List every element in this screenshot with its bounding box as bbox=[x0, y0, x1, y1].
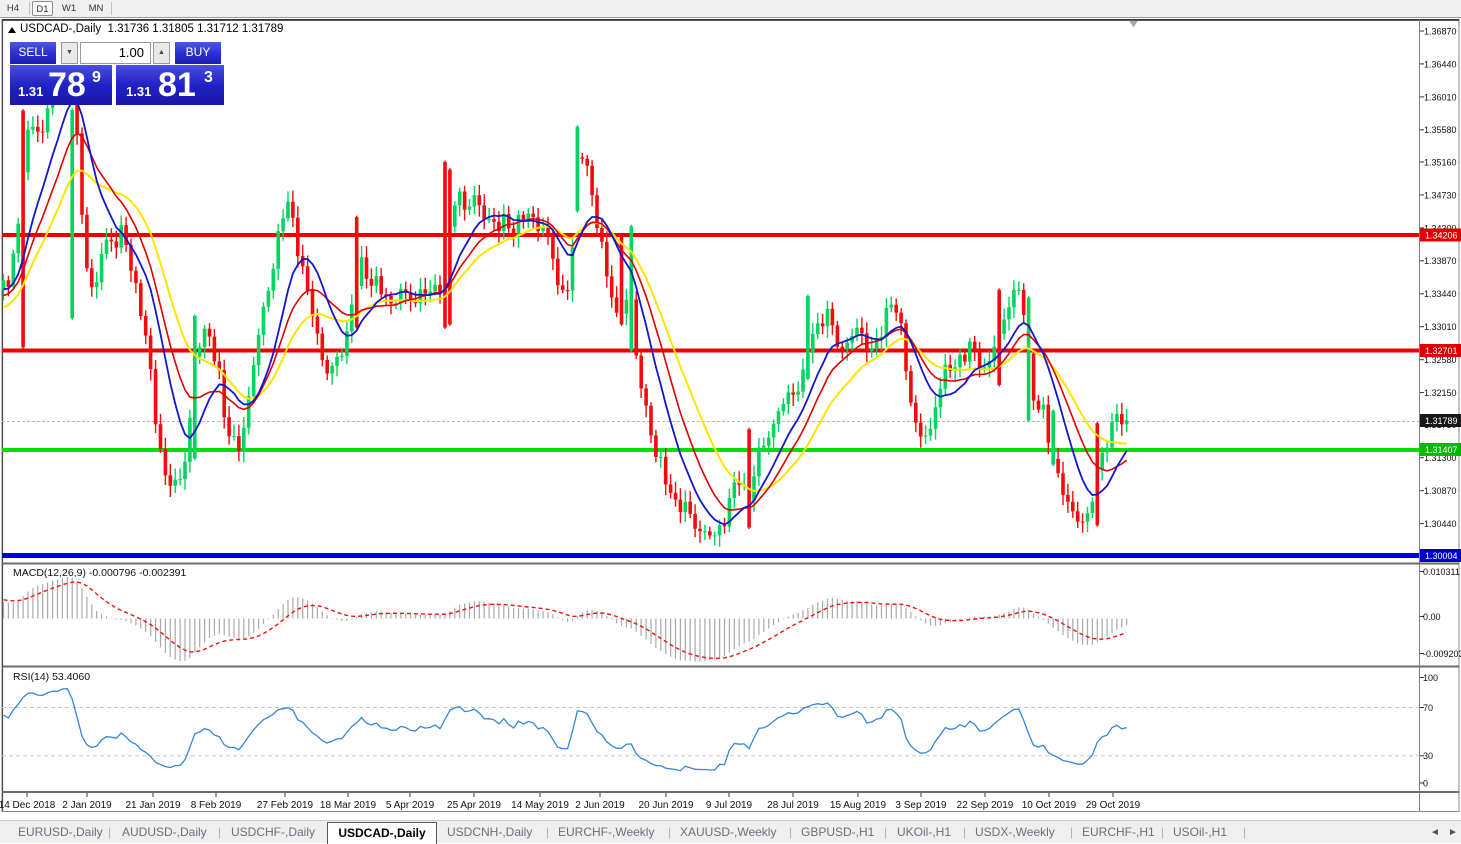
svg-text:15 Aug 2019: 15 Aug 2019 bbox=[830, 800, 887, 811]
svg-text:1.32580: 1.32580 bbox=[1424, 355, 1457, 365]
svg-text:30: 30 bbox=[1423, 751, 1433, 761]
svg-text:1.30440: 1.30440 bbox=[1424, 519, 1457, 529]
svg-text:3 Sep 2019: 3 Sep 2019 bbox=[895, 800, 947, 811]
svg-text:1.35160: 1.35160 bbox=[1424, 157, 1457, 167]
svg-text:1.32150: 1.32150 bbox=[1424, 388, 1457, 398]
svg-text:70: 70 bbox=[1423, 703, 1433, 713]
svg-text:1.33440: 1.33440 bbox=[1424, 289, 1457, 299]
svg-text:0.010311: 0.010311 bbox=[1423, 567, 1460, 577]
svg-text:1.31300: 1.31300 bbox=[1424, 453, 1457, 463]
svg-text:1.33010: 1.33010 bbox=[1424, 322, 1457, 332]
svg-text:1.36440: 1.36440 bbox=[1424, 59, 1457, 69]
svg-text:1.35580: 1.35580 bbox=[1424, 125, 1457, 135]
svg-text:100: 100 bbox=[1423, 673, 1438, 683]
svg-text:0.00: 0.00 bbox=[1423, 612, 1441, 622]
svg-text:28 Jul 2019: 28 Jul 2019 bbox=[767, 800, 819, 811]
svg-text:1.30870: 1.30870 bbox=[1424, 486, 1457, 496]
svg-text:14 Dec 2018: 14 Dec 2018 bbox=[0, 800, 56, 811]
svg-text:0: 0 bbox=[1423, 778, 1428, 788]
svg-text:25 Apr 2019: 25 Apr 2019 bbox=[447, 800, 501, 811]
svg-text:8 Feb 2019: 8 Feb 2019 bbox=[191, 800, 242, 811]
svg-text:2 Jan 2019: 2 Jan 2019 bbox=[62, 800, 112, 811]
svg-text:18 Mar 2019: 18 Mar 2019 bbox=[320, 800, 377, 811]
svg-text:1.36010: 1.36010 bbox=[1424, 92, 1457, 102]
svg-text:5 Apr 2019: 5 Apr 2019 bbox=[386, 800, 435, 811]
svg-text:1.31407: 1.31407 bbox=[1425, 445, 1458, 455]
svg-text:2 Jun 2019: 2 Jun 2019 bbox=[575, 800, 625, 811]
svg-text:1.34730: 1.34730 bbox=[1424, 190, 1457, 200]
svg-text:-0.009203: -0.009203 bbox=[1423, 649, 1461, 659]
svg-text:14 May 2019: 14 May 2019 bbox=[511, 800, 569, 811]
svg-text:1.34300: 1.34300 bbox=[1424, 223, 1457, 233]
svg-text:RSI(14) 53.4060: RSI(14) 53.4060 bbox=[13, 671, 90, 683]
svg-text:10 Oct 2019: 10 Oct 2019 bbox=[1022, 800, 1077, 811]
svg-text:MACD(12,26,9) -0.000796 -0.002: MACD(12,26,9) -0.000796 -0.002391 bbox=[13, 567, 187, 579]
svg-text:1.30004: 1.30004 bbox=[1425, 551, 1458, 561]
svg-text:29 Oct 2019: 29 Oct 2019 bbox=[1086, 800, 1141, 811]
svg-text:1.33870: 1.33870 bbox=[1424, 256, 1457, 266]
svg-text:1.31789: 1.31789 bbox=[1425, 416, 1458, 426]
svg-text:20 Jun 2019: 20 Jun 2019 bbox=[638, 800, 693, 811]
svg-text:22 Sep 2019: 22 Sep 2019 bbox=[957, 800, 1014, 811]
svg-text:9 Jul 2019: 9 Jul 2019 bbox=[706, 800, 753, 811]
svg-text:1.34206: 1.34206 bbox=[1425, 231, 1458, 241]
svg-text:21 Jan 2019: 21 Jan 2019 bbox=[125, 800, 180, 811]
svg-text:27 Feb 2019: 27 Feb 2019 bbox=[257, 800, 314, 811]
svg-text:1.32701: 1.32701 bbox=[1425, 346, 1458, 356]
svg-text:1.36870: 1.36870 bbox=[1424, 26, 1457, 36]
